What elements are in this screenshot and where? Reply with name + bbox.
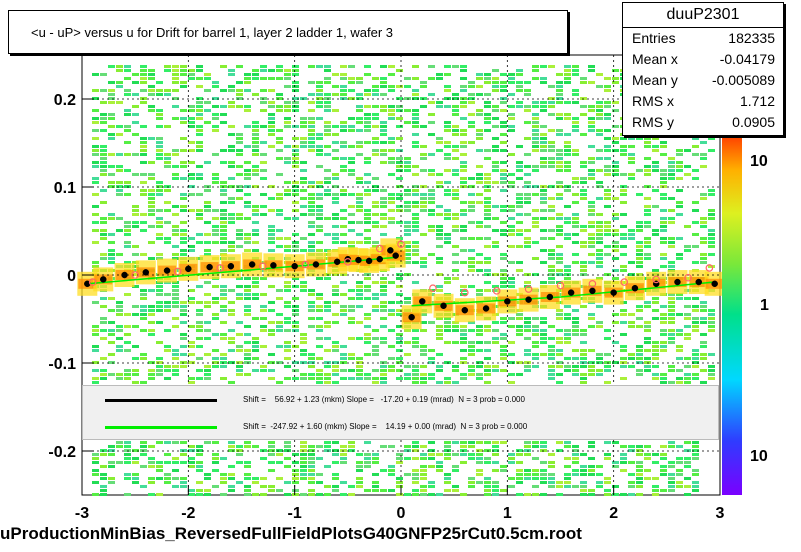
open-point-2 <box>173 267 182 276</box>
y-tick-label: 0 <box>67 268 76 285</box>
black-point-33 <box>695 278 702 286</box>
black-point-24 <box>504 298 511 305</box>
black-point-17 <box>387 247 394 254</box>
stats-row-rms-y: RMS y 0.0905 <box>632 114 775 130</box>
legend-black-text: Shift = 56.92 + 1.23 (mkm) Slope = -17.2… <box>243 395 525 404</box>
black-point-32 <box>674 278 681 286</box>
y-tick-label: -0.2 <box>48 444 76 461</box>
open-point-13 <box>556 281 565 290</box>
open-point-15 <box>620 278 629 286</box>
black-point-29 <box>610 289 617 296</box>
open-point-12 <box>524 285 533 293</box>
y-tick-label: 0.2 <box>54 92 76 109</box>
black-point-25 <box>525 296 532 303</box>
open-point-4 <box>258 262 267 271</box>
black-point-23 <box>482 305 490 312</box>
black-point-1 <box>100 276 107 283</box>
x-tick-label: 0 <box>397 505 406 522</box>
black-point-30 <box>631 284 639 292</box>
black-point-10 <box>291 262 298 270</box>
black-point-2 <box>121 271 128 279</box>
open-point-14 <box>588 279 597 288</box>
open-point-5 <box>301 260 310 269</box>
open-point-17 <box>684 273 692 282</box>
chart-marks <box>84 240 718 321</box>
axes: -3 -2 -1 0 1 2 3 -0.2 -0.1 0 0.1 0.2 <box>48 92 724 522</box>
open-point-10 <box>460 288 469 297</box>
open-point-1 <box>131 271 139 279</box>
black-point-4 <box>163 267 171 274</box>
black-point-21 <box>440 302 447 310</box>
legend-green-line <box>105 426 217 429</box>
file-name-footer: uProductionMinBias_ReversedFullFieldPlot… <box>0 524 582 543</box>
stats-row-entries: Entries 182335 <box>632 30 775 46</box>
open-point-18 <box>705 264 714 272</box>
z-tick-label-mid: 1 <box>760 297 769 314</box>
black-point-28 <box>589 287 596 295</box>
fit-line-right <box>411 281 715 307</box>
x-tick-label: -2 <box>181 505 195 522</box>
black-point-6 <box>206 263 213 271</box>
x-tick-label: -1 <box>288 505 302 522</box>
black-point-22 <box>461 306 469 314</box>
fit-legend: Shift = 56.92 + 1.23 (mkm) Slope = -17.2… <box>82 385 719 440</box>
black-point-3 <box>142 269 150 276</box>
chart-title-text: <u - uP> versus u for Drift for barrel 1… <box>31 24 393 40</box>
open-point-6 <box>344 257 352 266</box>
stats-row-mean-y: Mean y -0.005089 <box>632 72 775 88</box>
black-point-19 <box>408 313 415 321</box>
x-tick-label: -3 <box>75 505 89 522</box>
black-point-18 <box>392 252 399 259</box>
black-point-5 <box>185 265 192 273</box>
y-tick-label: -0.1 <box>48 356 76 373</box>
black-point-11 <box>312 261 320 268</box>
black-point-14 <box>355 256 362 264</box>
stats-box: duuP2301 Entries 182335 Mean x -0.04179 Me… <box>622 2 784 136</box>
stats-row-mean-x: Mean x -0.04179 <box>632 51 775 67</box>
black-point-26 <box>546 293 554 301</box>
black-point-8 <box>248 261 256 268</box>
stats-row-rms-x: RMS x 1.712 <box>632 93 775 109</box>
x-tick-label: 1 <box>503 505 512 522</box>
open-point-9 <box>429 284 437 293</box>
open-point-7 <box>375 244 384 253</box>
open-point-11 <box>492 287 501 295</box>
open-point-8 <box>397 240 405 249</box>
black-point-12 <box>333 258 341 266</box>
black-point-7 <box>227 262 235 270</box>
black-point-15 <box>365 257 373 265</box>
black-point-27 <box>567 289 575 296</box>
color-scale-bar <box>722 134 742 495</box>
open-point-0 <box>88 278 97 286</box>
black-point-20 <box>419 298 426 305</box>
black-point-34 <box>711 280 718 288</box>
chart-title: <u - uP> versus u for Drift for barrel 1… <box>8 10 568 54</box>
legend-black-line <box>105 399 217 402</box>
x-tick-label: 3 <box>716 505 725 522</box>
open-point-3 <box>216 264 225 272</box>
open-point-16 <box>652 275 661 284</box>
black-point-16 <box>376 255 383 263</box>
y-tick-label: 0.1 <box>54 180 76 197</box>
black-point-9 <box>270 262 277 269</box>
stats-name: duuP2301 <box>623 3 783 28</box>
z-tick-label-bottom: 10 <box>750 448 768 465</box>
x-tick-label: 2 <box>609 505 618 522</box>
z-tick-label-top: 10 <box>750 153 768 170</box>
legend-green-text: Shift = -247.92 + 1.60 (mkm) Slope = 14.… <box>243 422 528 431</box>
